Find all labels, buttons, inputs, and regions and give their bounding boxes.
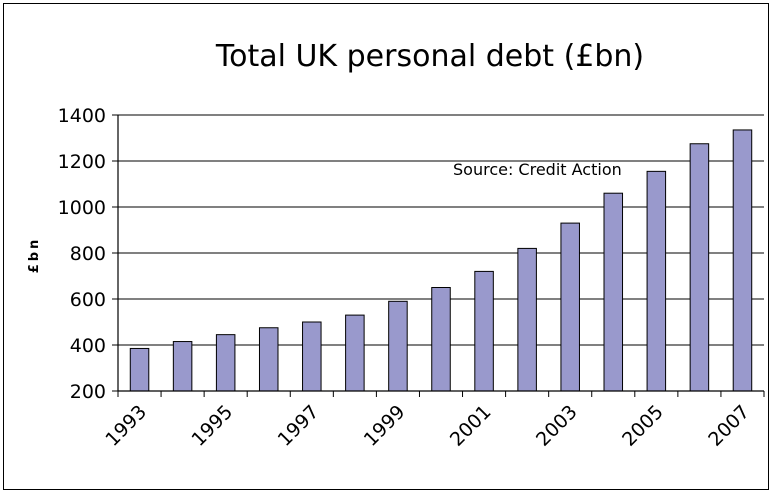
bar-1996 — [258, 327, 279, 392]
axes — [117, 115, 765, 397]
x-tick-label: 1997 — [274, 401, 324, 451]
bar-2005 — [646, 170, 667, 392]
x-tick-labels: 1993 1995 1997 1999 2001 2003 2005 2007 — [101, 401, 754, 451]
source-annotation: Source: Credit Action — [453, 160, 622, 179]
x-tick-label: 2007 — [704, 401, 754, 451]
x-tick-label: 1999 — [360, 401, 410, 451]
y-axis-label: £bn — [27, 237, 42, 274]
y-tick-labels: 200 400 600 800 1000 1200 1400 — [58, 105, 106, 403]
y-tick-label: 400 — [70, 335, 106, 357]
x-tick-label: 1995 — [187, 401, 237, 451]
bar-2001 — [474, 270, 494, 392]
chart-frame — [3, 3, 769, 490]
bar-1995 — [215, 334, 236, 392]
y-tick-label: 800 — [70, 243, 106, 265]
bar-1998 — [345, 314, 365, 392]
x-tick-label: 2001 — [446, 401, 496, 451]
chart-title: Total UK personal debt (£bn) — [215, 39, 644, 74]
bar-2004 — [603, 192, 624, 392]
y-tick-label: 600 — [70, 289, 106, 311]
y-tick-label: 1400 — [58, 105, 106, 127]
y-tick-label: 1200 — [58, 151, 106, 173]
bar-1993 — [129, 347, 150, 392]
x-tick-label: 2005 — [618, 401, 668, 451]
y-tick-label: 1000 — [58, 197, 106, 219]
bar-1999 — [388, 300, 408, 392]
bar-1997 — [302, 321, 322, 392]
y-tick-label: 200 — [70, 381, 106, 403]
bar-2003 — [560, 222, 580, 392]
bars — [129, 129, 753, 392]
bar-2007 — [732, 129, 753, 392]
bar-1994 — [172, 341, 193, 392]
bar-2000 — [431, 287, 451, 392]
bar-2006 — [689, 143, 710, 392]
x-tick-label: 2003 — [532, 401, 582, 451]
x-tick-label: 1993 — [101, 401, 151, 451]
bar-2002 — [517, 247, 537, 392]
